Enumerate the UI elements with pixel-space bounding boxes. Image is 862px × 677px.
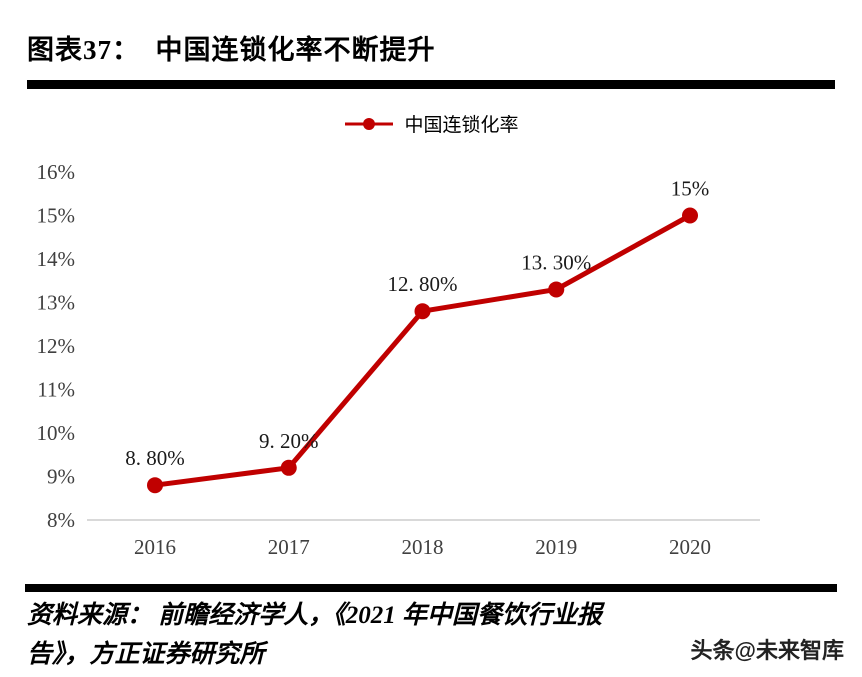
data-point <box>682 207 698 224</box>
y-tick-label: 13% <box>37 291 76 315</box>
x-tick-label: 2017 <box>268 535 310 559</box>
y-tick-label: 8% <box>47 508 75 532</box>
legend-line-icon <box>345 117 394 130</box>
chart-legend: 中国连锁化率 <box>0 110 862 137</box>
x-tick-label: 2020 <box>669 535 711 559</box>
y-tick-label: 14% <box>37 247 76 271</box>
top-divider <box>27 80 835 89</box>
data-point <box>414 303 431 320</box>
x-tick-label: 2019 <box>535 535 577 559</box>
series-line <box>152 213 693 488</box>
data-point-label: 15% <box>671 177 710 201</box>
source-note: 资料来源： 前瞻经济学人，《2021 年中国餐饮行业报 告》，方正证券研究所 <box>27 597 757 675</box>
y-tick-label: 9% <box>47 465 75 489</box>
y-tick-label: 10% <box>37 421 76 445</box>
data-point-label: 13. 30% <box>521 250 591 274</box>
bottom-divider <box>25 584 837 592</box>
line-chart: 16% 15% 14% 13% 12% 11% 10% 9% 8% 2016 2017 2018 201… <box>37 160 760 559</box>
y-tick-label: 16% <box>37 160 76 184</box>
x-tick-label: 2016 <box>134 535 176 559</box>
data-point-label: 9. 20% <box>259 429 319 453</box>
data-point <box>280 459 297 476</box>
data-point-label: 12. 80% <box>388 272 458 296</box>
y-tick-label: 15% <box>37 204 76 228</box>
source-line-2: 告》，方正证券研究所 <box>27 640 265 668</box>
data-point-label: 8. 80% <box>125 446 185 470</box>
data-point <box>548 281 565 298</box>
figure-title: 图表37： 中国连锁化率不断提升 <box>27 35 436 65</box>
data-point <box>147 477 163 494</box>
y-tick-label: 11% <box>37 378 75 402</box>
x-tick-label: 2018 <box>402 535 444 559</box>
y-tick-label: 12% <box>37 334 76 358</box>
legend-label: 中国连锁化率 <box>404 115 519 136</box>
watermark: 头条@未来智库 <box>690 638 844 663</box>
source-line-1: 资料来源： 前瞻经济学人，《2021 年中国餐饮行业报 <box>27 602 603 629</box>
